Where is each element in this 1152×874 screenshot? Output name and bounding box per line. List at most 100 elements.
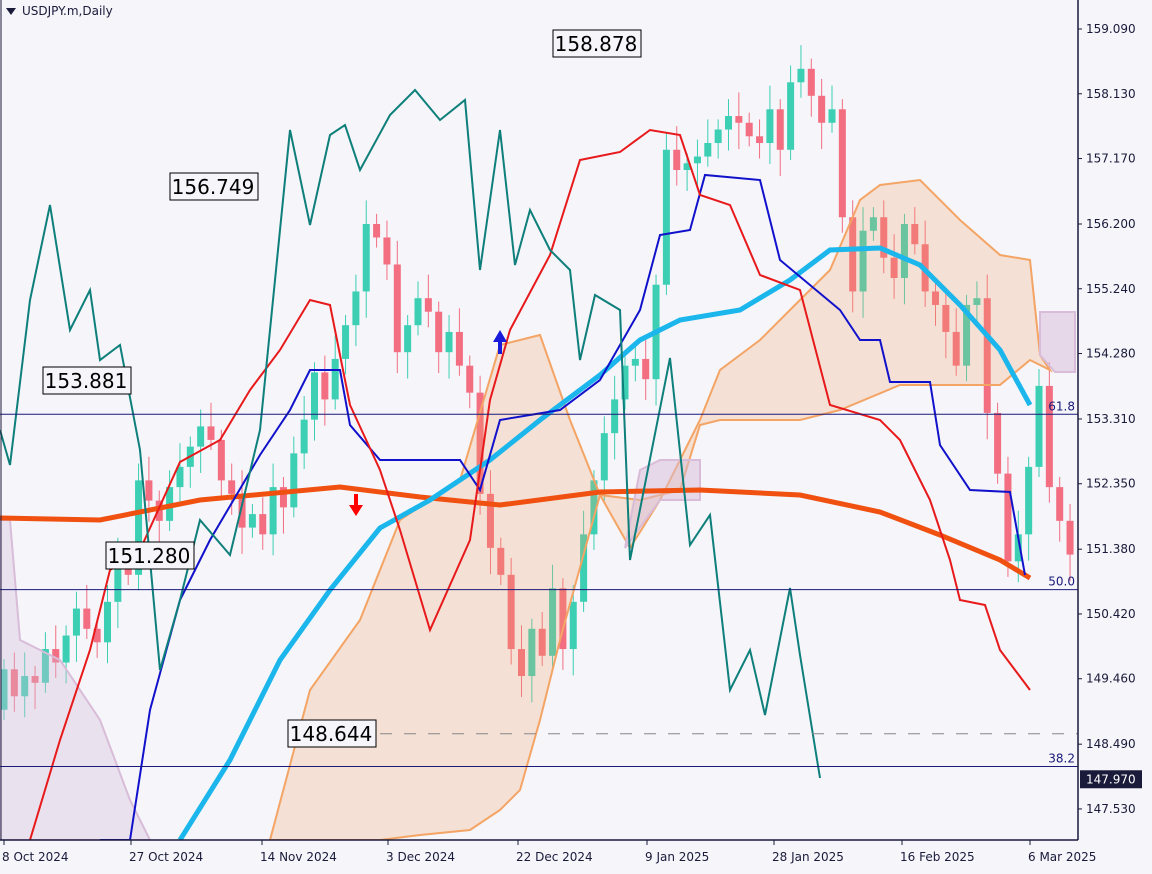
candle-body[interactable] — [300, 419, 308, 454]
candle-body[interactable] — [404, 325, 412, 353]
candle-body[interactable] — [279, 487, 287, 508]
candle-body[interactable] — [580, 534, 588, 602]
candle-body[interactable] — [642, 358, 650, 380]
candle-body[interactable] — [1004, 473, 1012, 562]
candle-body[interactable] — [600, 433, 608, 481]
candle-body[interactable] — [238, 493, 246, 528]
candle-body[interactable] — [518, 649, 525, 677]
candle-body[interactable] — [424, 298, 432, 312]
candle-body[interactable] — [900, 223, 908, 278]
candle-body[interactable] — [849, 217, 857, 292]
candle-body[interactable] — [952, 331, 960, 366]
candle-body[interactable] — [1014, 534, 1022, 562]
candle-body[interactable] — [321, 372, 329, 400]
candle-body[interactable] — [963, 304, 971, 366]
candle-body[interactable] — [611, 399, 619, 434]
candle-body[interactable] — [569, 601, 577, 650]
candle-body[interactable] — [559, 588, 567, 650]
candle-body[interactable] — [880, 217, 888, 258]
candle-body[interactable] — [176, 466, 184, 488]
candle-body[interactable] — [776, 109, 784, 150]
candle-body[interactable] — [1035, 385, 1043, 467]
candle-body[interactable] — [1025, 466, 1033, 535]
chart-title[interactable]: USDJPY.m,Daily — [6, 4, 113, 18]
candle-body[interactable] — [331, 358, 339, 400]
candle-body[interactable] — [155, 500, 163, 521]
candle-body[interactable] — [83, 608, 91, 629]
candle-body[interactable] — [1056, 487, 1064, 521]
candle-body[interactable] — [414, 298, 422, 326]
candle-body[interactable] — [228, 480, 236, 494]
candle-body[interactable] — [725, 116, 732, 130]
candle-body[interactable] — [342, 325, 350, 359]
candle-body[interactable] — [807, 68, 815, 96]
candle-body[interactable] — [890, 257, 898, 278]
candle-body[interactable] — [838, 109, 846, 218]
candle-body[interactable] — [1066, 520, 1074, 555]
candle-body[interactable] — [828, 109, 836, 123]
candle-body[interactable] — [72, 608, 80, 636]
candle-body[interactable] — [766, 109, 774, 144]
candle-body[interactable] — [362, 223, 370, 292]
candle-body[interactable] — [486, 493, 494, 548]
candle-body[interactable] — [590, 480, 598, 535]
candle-body[interactable] — [549, 588, 557, 656]
candle-body[interactable] — [859, 230, 867, 292]
candle-body[interactable] — [673, 149, 681, 171]
candle-body[interactable] — [704, 143, 712, 157]
candle-body[interactable] — [1045, 385, 1053, 488]
candle-body[interactable] — [10, 669, 18, 697]
dropdown-triangle-icon[interactable] — [6, 7, 16, 15]
candle-body[interactable] — [445, 331, 453, 353]
candle-body[interactable] — [911, 223, 919, 245]
candle-body[interactable] — [197, 426, 205, 447]
candle-body[interactable] — [662, 149, 670, 285]
candle-body[interactable] — [693, 156, 701, 164]
candle-body[interactable] — [787, 82, 795, 150]
candle-body[interactable] — [93, 628, 101, 643]
candle-body[interactable] — [538, 628, 546, 656]
candle-body[interactable] — [973, 298, 981, 305]
candle-body[interactable] — [818, 95, 826, 123]
candle-body[interactable] — [290, 453, 298, 508]
candle-body[interactable] — [869, 217, 877, 231]
candle-body[interactable] — [114, 561, 122, 602]
candle-body[interactable] — [248, 514, 256, 528]
candle-body[interactable] — [497, 547, 505, 575]
candle-body[interactable] — [0, 669, 8, 710]
candle-body[interactable] — [41, 649, 49, 683]
candle-body[interactable] — [528, 628, 536, 677]
candle-body[interactable] — [507, 574, 515, 650]
candle-body[interactable] — [942, 304, 950, 332]
candle-body[interactable] — [217, 439, 225, 481]
candle-body[interactable] — [393, 264, 401, 353]
candle-body[interactable] — [104, 601, 111, 643]
candle-body[interactable] — [735, 116, 743, 123]
candle-body[interactable] — [259, 514, 267, 535]
candle-body[interactable] — [383, 237, 391, 265]
candle-body[interactable] — [683, 163, 691, 171]
candle-body[interactable] — [932, 291, 939, 305]
candle-body[interactable] — [62, 635, 70, 663]
candle-body[interactable] — [435, 311, 443, 353]
candle-body[interactable] — [373, 223, 381, 238]
candle-body[interactable] — [352, 291, 360, 326]
candle-body[interactable] — [52, 649, 60, 663]
candle-body[interactable] — [631, 358, 639, 366]
candle-body[interactable] — [135, 480, 143, 575]
candle-body[interactable] — [269, 487, 277, 535]
candle-body[interactable] — [476, 392, 484, 494]
candle-body[interactable] — [466, 365, 474, 393]
candle-body[interactable] — [714, 129, 722, 144]
candle-body[interactable] — [311, 372, 318, 420]
candle-body[interactable] — [621, 365, 629, 400]
candle-body[interactable] — [756, 136, 764, 144]
candle-body[interactable] — [797, 68, 805, 83]
candle-body[interactable] — [207, 426, 215, 440]
candle-body[interactable] — [745, 122, 753, 137]
candle-body[interactable] — [455, 331, 463, 366]
candle-body[interactable] — [145, 480, 153, 501]
candle-body[interactable] — [983, 298, 991, 413]
